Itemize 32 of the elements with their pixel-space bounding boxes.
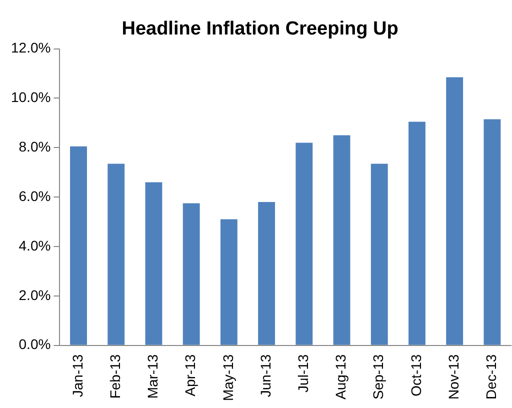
bar bbox=[333, 135, 350, 345]
x-tick-label: Dec-13 bbox=[483, 354, 500, 400]
bar bbox=[220, 219, 238, 345]
bar bbox=[70, 146, 87, 345]
y-tick-label: 4.0% bbox=[18, 237, 51, 254]
x-tick-label: Oct-13 bbox=[408, 354, 424, 396]
bar bbox=[408, 122, 426, 345]
bar bbox=[484, 119, 501, 345]
chart-title: Headline Inflation Creeping Up bbox=[122, 18, 398, 40]
x-tick-label: Sep-13 bbox=[370, 354, 386, 400]
bar bbox=[182, 203, 200, 345]
bar bbox=[296, 142, 313, 345]
x-tick-label: Feb-13 bbox=[106, 354, 123, 399]
bar bbox=[145, 182, 162, 345]
bar bbox=[370, 164, 388, 345]
x-tick-label: May-13 bbox=[220, 354, 236, 402]
y-tick-label: 10.0% bbox=[10, 89, 51, 106]
x-tick-label: Apr-13 bbox=[182, 354, 198, 396]
bar bbox=[258, 202, 276, 345]
x-tick-label: Jul-13 bbox=[295, 354, 312, 392]
x-tick-label: Aug-13 bbox=[332, 354, 349, 400]
x-tick-label: Jan-13 bbox=[69, 354, 86, 398]
y-tick-label: 6.0% bbox=[18, 188, 51, 204]
bar bbox=[108, 164, 125, 345]
x-tick-label: Nov-13 bbox=[445, 354, 462, 400]
y-tick-label: 12.0% bbox=[10, 40, 51, 56]
y-tick-label: 0.0% bbox=[18, 336, 51, 352]
y-tick-label: 8.0% bbox=[18, 138, 51, 154]
bar bbox=[446, 77, 464, 345]
x-tick-label: Jun-13 bbox=[257, 354, 274, 398]
y-tick-label: 2.0% bbox=[18, 286, 51, 303]
x-tick-label: Mar-13 bbox=[144, 354, 161, 399]
